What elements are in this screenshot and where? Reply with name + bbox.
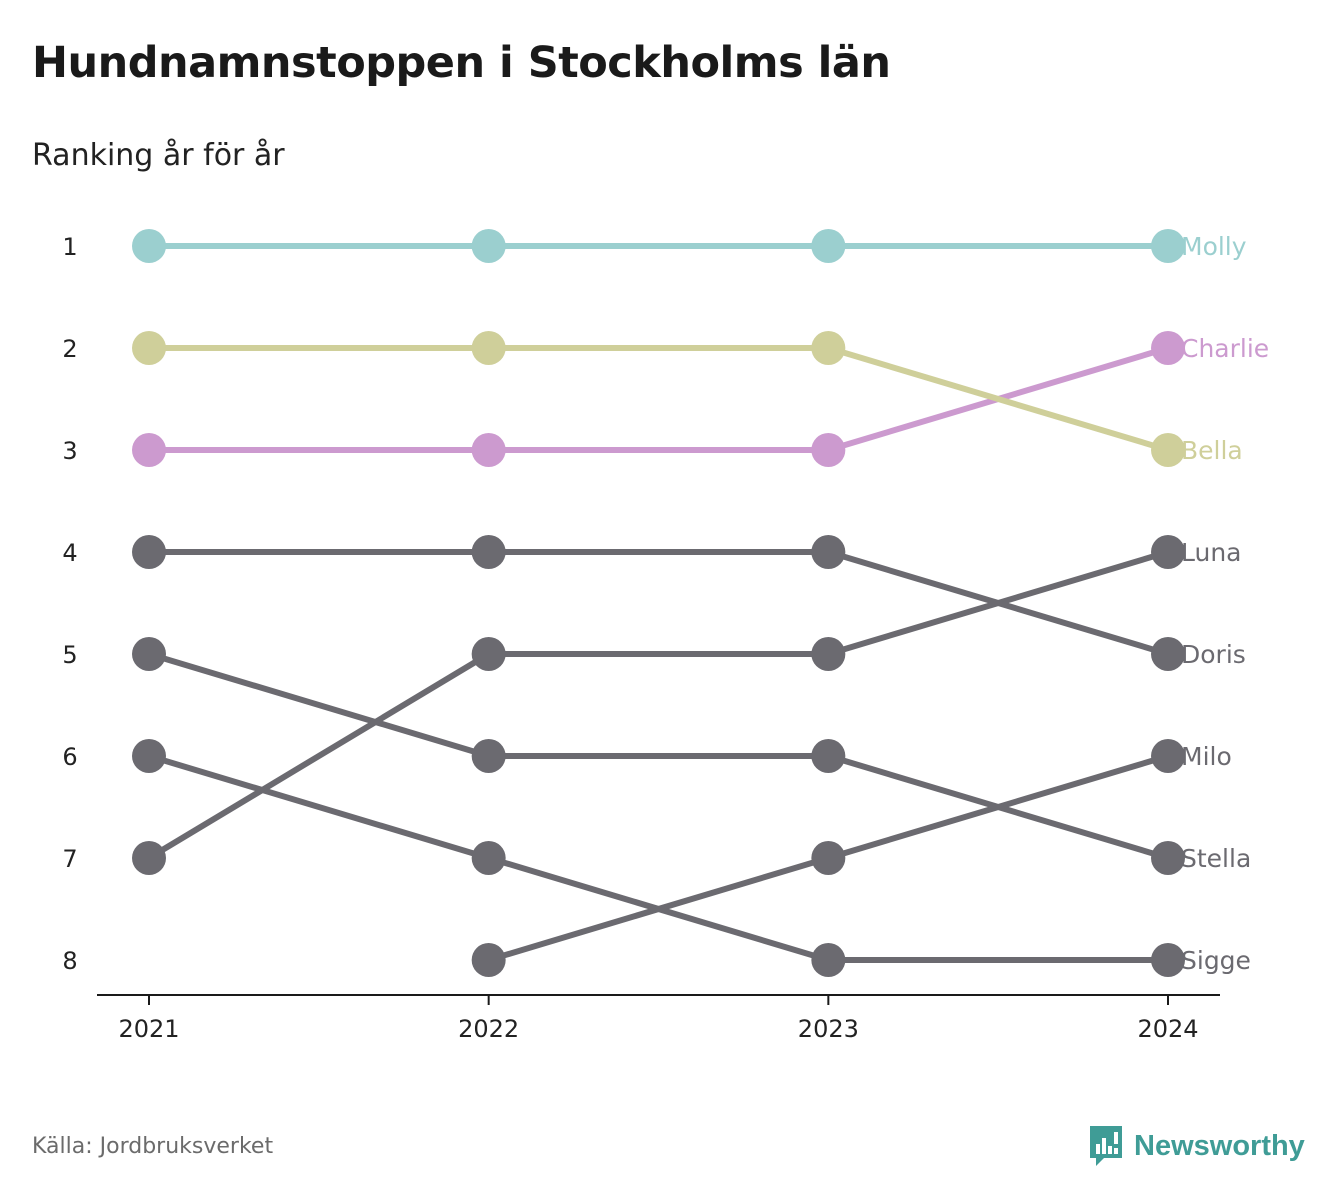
brand-logo: Newsworthy [1088, 1124, 1305, 1168]
data-point-doris [471, 535, 506, 569]
series-line-sigge [148, 753, 1169, 963]
series-lines [147, 243, 1169, 963]
data-point-stella [132, 637, 166, 671]
y-tick-label: 2 [62, 335, 77, 363]
data-point-bella [1151, 433, 1186, 467]
data-point-sigge [471, 841, 506, 875]
brand-name: Newsworthy [1134, 1129, 1305, 1162]
data-point-charlie [132, 433, 166, 467]
data-point-charlie [811, 433, 846, 467]
y-tick-label: 1 [62, 233, 77, 261]
series-label-luna: Luna [1181, 538, 1242, 567]
data-point-milo [1151, 739, 1186, 773]
series-line-doris [149, 549, 1169, 657]
data-point-doris [811, 535, 846, 569]
x-tick-label: 2024 [1137, 1015, 1198, 1043]
series-label-charlie: Charlie [1181, 334, 1269, 363]
series-label-stella: Stella [1181, 844, 1251, 873]
series-label-milo: Milo [1181, 742, 1232, 771]
y-tick-label: 7 [62, 845, 77, 873]
series-line-bella [149, 345, 1169, 453]
data-point-molly [811, 229, 846, 263]
data-point-sigge [1151, 943, 1186, 977]
x-tick-label: 2023 [798, 1015, 859, 1043]
series-label-doris: Doris [1181, 640, 1246, 669]
y-tick-label: 8 [62, 947, 77, 975]
data-point-milo [471, 943, 506, 977]
source-note: Källa: Jordbruksverket [32, 1134, 274, 1159]
series-label-sigge: Sigge [1181, 946, 1251, 975]
data-point-luna [471, 637, 506, 671]
series-labels: Luna Doris Milo Stella Sigge Molly Charlie Bell… [1181, 232, 1269, 975]
chart-subtitle: Ranking år för år [32, 138, 285, 173]
y-tick-label: 6 [62, 743, 77, 771]
series-line-charlie [149, 345, 1169, 453]
data-point-luna [811, 637, 846, 671]
data-point-charlie [471, 433, 506, 467]
data-point-molly [1151, 229, 1186, 263]
data-point-charlie [1151, 331, 1186, 365]
newsworthy-logo-icon [1090, 1126, 1122, 1166]
data-point-luna [1151, 535, 1186, 569]
y-tick-label: 4 [62, 539, 77, 567]
data-point-stella [471, 739, 506, 773]
data-point-doris [1151, 637, 1186, 671]
y-axis: 1 2 3 4 5 6 7 8 [62, 233, 77, 975]
series-points [132, 229, 1186, 977]
data-point-bella [811, 331, 846, 365]
data-point-stella [811, 739, 846, 773]
data-point-sigge [811, 943, 846, 977]
x-axis: 2021 2022 2023 2024 [97, 994, 1220, 1043]
series-label-bella: Bella [1181, 436, 1243, 465]
series-label-molly: Molly [1181, 232, 1247, 261]
x-tick-label: 2022 [458, 1015, 519, 1043]
data-point-bella [132, 331, 166, 365]
data-point-sigge [132, 739, 166, 773]
y-tick-label: 5 [62, 641, 77, 669]
series-line-stella [148, 651, 1169, 861]
data-point-doris [132, 535, 166, 569]
data-point-luna [132, 841, 166, 875]
data-point-stella [1151, 841, 1186, 875]
chart-title: Hundnamnstoppen i Stockholms län [32, 38, 891, 88]
data-point-bella [471, 331, 506, 365]
data-point-molly [132, 229, 166, 263]
y-tick-label: 3 [62, 437, 77, 465]
data-point-molly [471, 229, 506, 263]
data-point-milo [811, 841, 846, 875]
x-tick-label: 2021 [118, 1015, 179, 1043]
